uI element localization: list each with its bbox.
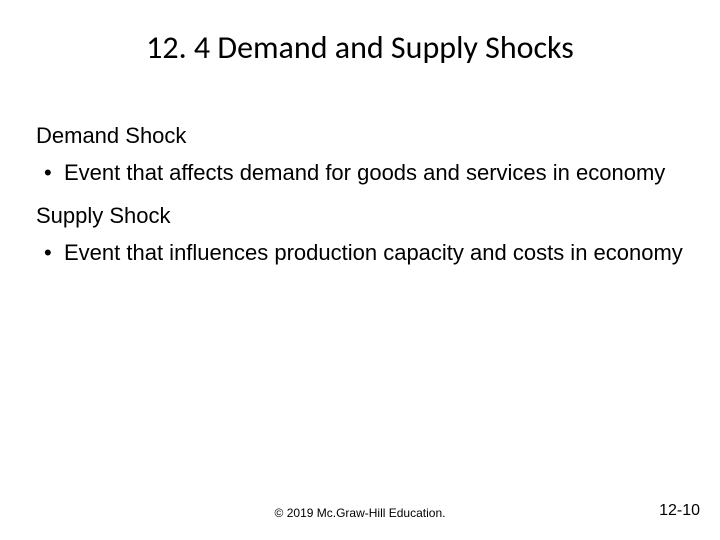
slide-body: Demand Shock Event that affects demand f… [0, 123, 720, 266]
slide-title: 12. 4 Demand and Supply Shocks [0, 0, 720, 107]
slide: 12. 4 Demand and Supply Shocks Demand Sh… [0, 0, 720, 540]
section-heading-supply: Supply Shock [36, 203, 684, 229]
bullet-list-demand: Event that affects demand for goods and … [36, 159, 684, 187]
page-number: 12-10 [659, 502, 700, 520]
bullet-item: Event that influences production capacit… [36, 239, 684, 267]
bullet-item: Event that affects demand for goods and … [36, 159, 684, 187]
section-heading-demand: Demand Shock [36, 123, 684, 149]
copyright-footer: © 2019 Mc.Graw-Hill Education. [0, 506, 720, 520]
bullet-list-supply: Event that influences production capacit… [36, 239, 684, 267]
